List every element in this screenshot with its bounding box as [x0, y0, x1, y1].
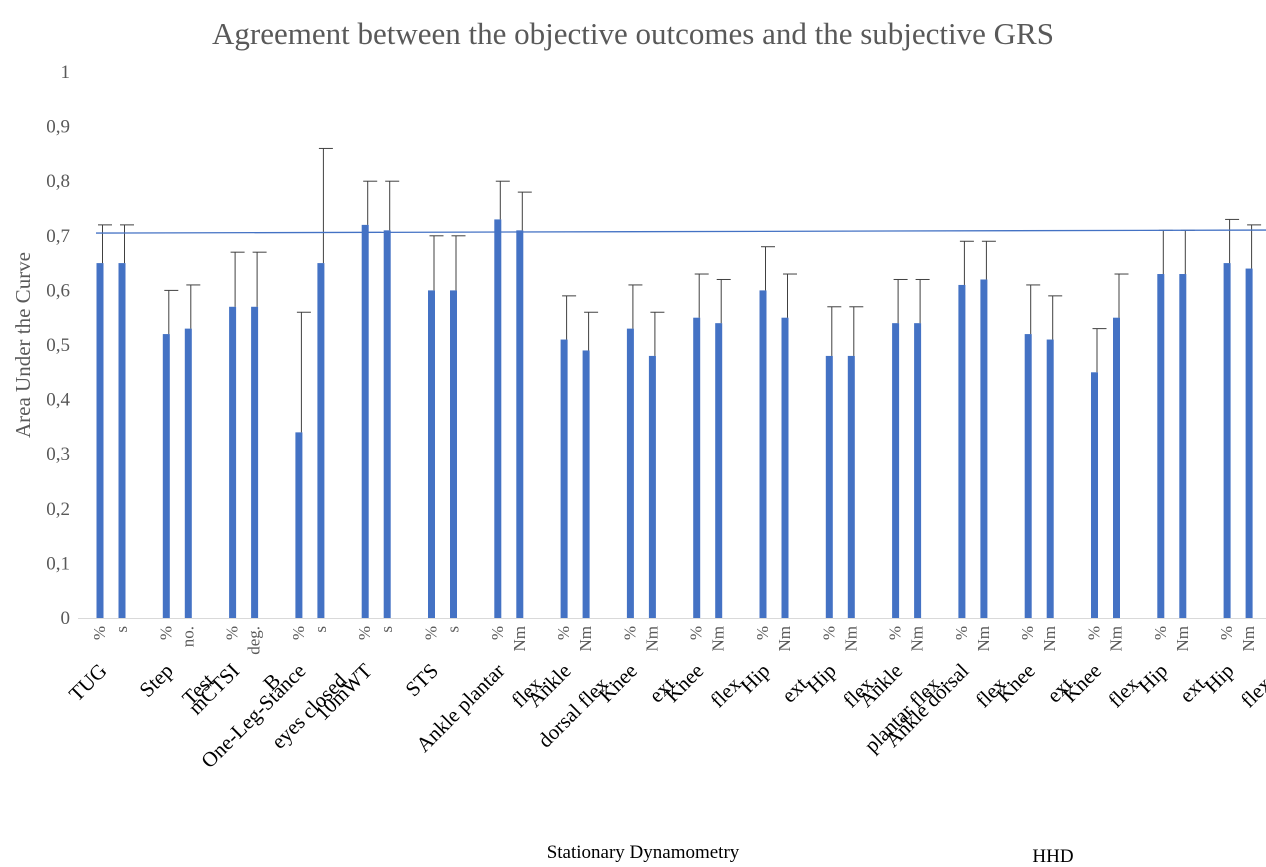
section-label: Stationary Dynamometry: [547, 842, 740, 863]
x-tick-unit-label: Nm: [1040, 626, 1059, 652]
x-tick-unit-label: Nm: [510, 626, 529, 652]
y-tick-label: 0,8: [46, 171, 70, 192]
x-tick-unit-label: deg.: [245, 626, 264, 655]
x-tick-unit-label: %: [488, 626, 507, 640]
bar: [162, 334, 170, 618]
bar: [847, 355, 855, 618]
y-tick-label: 0,3: [46, 444, 70, 465]
x-tick-unit-label: no.: [178, 626, 197, 647]
bar: [560, 339, 568, 618]
y-tick-label: 0,1: [46, 553, 70, 574]
x-tick-unit-label: %: [289, 626, 308, 640]
x-tick-unit-label: %: [1217, 626, 1236, 640]
bar: [295, 432, 303, 618]
bar: [781, 317, 789, 618]
bar: [1223, 263, 1231, 618]
y-tick-label: 0,5: [46, 335, 70, 356]
bar: [914, 323, 922, 618]
x-tick-unit-label: %: [554, 626, 573, 640]
section-label: HHD: [1032, 846, 1073, 867]
bar: [317, 263, 325, 618]
x-tick-unit-label: s: [112, 626, 131, 633]
x-tick-unit-label: %: [886, 626, 905, 640]
y-axis-label: Area Under the Curve: [11, 252, 35, 438]
x-tick-unit-label: Nm: [1173, 626, 1192, 652]
x-tick-unit-label: %: [422, 626, 441, 640]
x-tick-unit-label: %: [355, 626, 374, 640]
x-group-label-line: Step: [134, 659, 177, 702]
bar: [1091, 372, 1098, 618]
bar: [428, 290, 435, 618]
bar: [582, 350, 590, 618]
bar: [693, 317, 701, 618]
bar: [759, 290, 767, 618]
bar: [715, 323, 723, 618]
x-tick-unit-label: s: [444, 626, 463, 633]
y-tick-label: 0,7: [46, 226, 70, 247]
y-tick-label: 0,9: [46, 117, 70, 138]
x-tick-unit-label: %: [1085, 626, 1104, 640]
bar: [383, 230, 391, 618]
bar: [450, 290, 457, 618]
x-tick-unit-label: %: [687, 626, 706, 640]
bar: [1245, 268, 1253, 618]
x-tick-unit-label: %: [620, 626, 639, 640]
x-group-label: Kneeflex.: [660, 643, 749, 732]
x-tick-unit-label: %: [753, 626, 772, 640]
chart-title: Agreement between the objective outcomes…: [212, 16, 1054, 51]
bar: [825, 355, 833, 618]
x-tick-unit-label: Nm: [974, 626, 993, 652]
x-tick-unit-label: Nm: [908, 626, 927, 652]
bar: [229, 306, 237, 618]
x-tick-unit-label: %: [819, 626, 838, 640]
x-group-label: STS: [400, 659, 443, 702]
bar: [494, 219, 502, 619]
bar: [648, 355, 656, 618]
bar: [626, 328, 634, 618]
x-tick-unit-label: %: [223, 626, 242, 640]
reference-line: [95, 229, 1266, 234]
x-tick-unit-label: Nm: [1239, 626, 1258, 652]
x-tick-unit-label: %: [156, 626, 175, 640]
x-tick-unit-label: Nm: [841, 626, 860, 652]
x-group-label-line: TUG: [64, 659, 111, 706]
x-tick-unit-label: %: [1018, 626, 1037, 640]
x-group-label-line: flex.: [1236, 668, 1266, 712]
x-tick-unit-label: s: [311, 626, 330, 633]
x-group-label: Ankle plantarflex.: [411, 643, 550, 782]
x-group-label: TUG: [64, 659, 111, 706]
x-tick-unit-label: Nm: [576, 626, 595, 652]
x-tick-unit-label: %: [90, 626, 109, 640]
bar: [892, 323, 900, 618]
x-tick-unit-label: Nm: [1107, 626, 1126, 652]
bar: [118, 263, 126, 618]
x-tick-unit-label: %: [1151, 626, 1170, 640]
x-group-label: Hipflex.: [1199, 643, 1266, 723]
bar: [1113, 317, 1120, 618]
bar: [1179, 274, 1187, 618]
y-tick-label: 0,6: [46, 280, 70, 301]
x-tick-unit-label: Nm: [709, 626, 728, 652]
bar: [1046, 339, 1054, 618]
x-tick-unit-label: s: [377, 626, 396, 633]
y-tick-label: 0,2: [46, 499, 70, 520]
bar: [980, 279, 988, 618]
x-tick-unit-label: Nm: [775, 626, 794, 652]
bar: [96, 263, 104, 618]
bar: [1157, 274, 1165, 618]
bar: [251, 306, 259, 618]
x-group-label: Kneeflex.: [1058, 643, 1147, 732]
y-tick-label: 1: [61, 62, 71, 83]
x-group-label-line: STS: [400, 659, 443, 702]
bar: [184, 328, 192, 618]
bar: [958, 284, 966, 618]
bar: [1024, 334, 1032, 618]
x-tick-unit-label: Nm: [642, 626, 661, 652]
bar: [361, 224, 369, 618]
y-tick-label: 0,4: [46, 390, 70, 411]
x-tick-unit-label: %: [952, 626, 971, 640]
bar: [516, 230, 524, 618]
y-tick-label: 0: [61, 608, 71, 629]
